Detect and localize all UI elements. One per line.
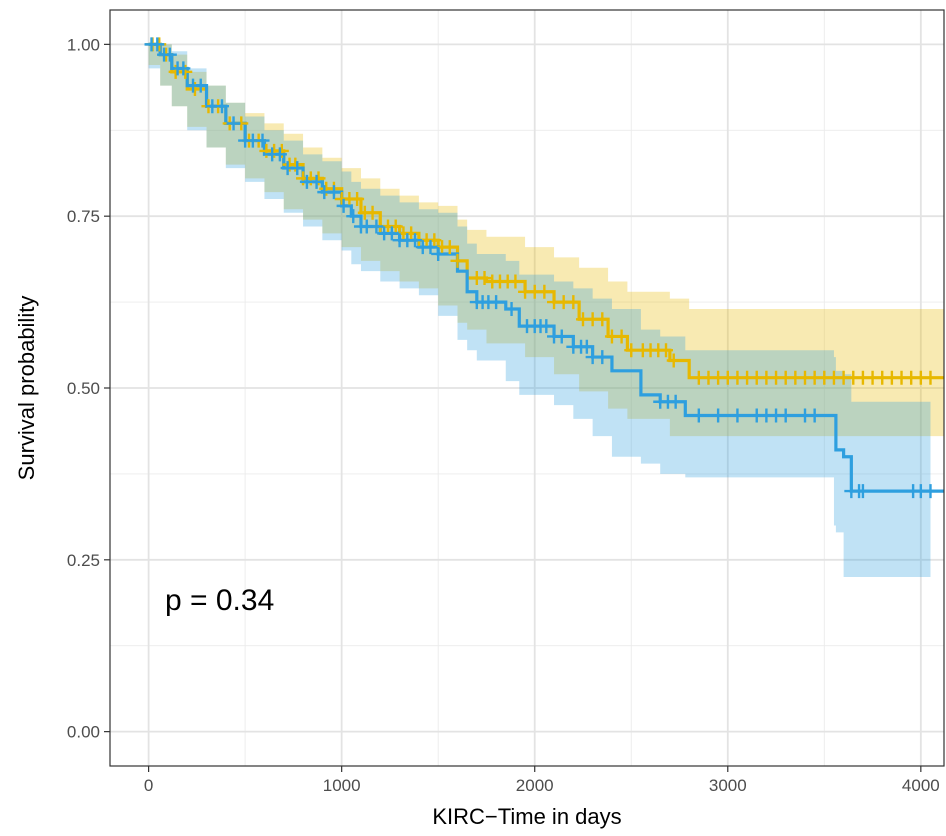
censor-mark <box>923 484 938 499</box>
p-value-annotation: p = 0.34 <box>165 584 274 617</box>
censor-marks-series-2 <box>144 37 938 499</box>
censor-mark <box>178 64 193 79</box>
censor-mark <box>554 329 569 344</box>
censor-mark <box>477 271 492 286</box>
x-tick-label-0: 0 <box>144 776 153 795</box>
censor-mark <box>855 484 870 499</box>
censor-mark <box>350 192 365 206</box>
censor-mark <box>730 408 745 423</box>
y-tick-label-3: 0.75 <box>67 207 100 226</box>
censor-marks-series-1 <box>145 37 938 385</box>
y-tick-label-0: 0.00 <box>67 723 100 742</box>
censor-mark <box>336 198 351 213</box>
censor-mark <box>193 78 208 93</box>
censor-mark <box>807 408 822 423</box>
censor-mark <box>778 408 793 423</box>
censor-mark <box>288 157 303 172</box>
censor-mark <box>150 37 165 52</box>
censor-mark <box>311 171 326 186</box>
censor-mark <box>595 350 610 365</box>
censor-mark <box>162 47 177 62</box>
y-tick-label-2: 0.50 <box>67 379 100 398</box>
censor-mark <box>365 205 380 220</box>
censor-mark <box>346 209 361 224</box>
censor-mark <box>489 295 504 310</box>
censor-mark <box>431 246 446 261</box>
censor-mark <box>290 161 305 176</box>
censor-mark <box>408 233 423 248</box>
confidence-band-1 <box>148 44 945 437</box>
x-tick-label-4: 4000 <box>902 776 940 795</box>
censor-marks <box>144 37 938 499</box>
confidence-bands <box>148 44 945 577</box>
censor-mark <box>668 394 683 409</box>
grid-lines <box>110 10 944 766</box>
censor-mark <box>508 274 523 289</box>
censor-mark <box>369 219 384 234</box>
censor-mark <box>614 329 629 344</box>
censor-mark <box>711 408 726 423</box>
x-axis-title: KIRC−Time in days <box>432 804 621 829</box>
censor-mark <box>442 240 457 255</box>
censor-mark <box>537 284 552 299</box>
censor-mark <box>691 408 706 423</box>
x-tick-label-3: 3000 <box>709 776 747 795</box>
censor-mark <box>176 61 191 76</box>
censor-mark <box>579 339 594 354</box>
censor-mark <box>504 301 519 316</box>
y-tick-label-4: 1.00 <box>67 35 100 54</box>
censor-mark <box>272 147 287 162</box>
censor-mark <box>423 240 438 255</box>
censor-mark <box>666 353 681 368</box>
censor-mark <box>309 174 324 189</box>
censor-mark <box>595 312 610 327</box>
x-tick-label-1: 1000 <box>323 776 361 795</box>
censor-mark <box>274 143 289 158</box>
censor-mark <box>566 295 581 310</box>
censor-mark <box>923 370 938 385</box>
confidence-band-2 <box>148 44 931 577</box>
y-tick-label-1: 0.25 <box>67 551 100 570</box>
axes: 0 1000 2000 3000 4000 0.00 0.25 0.50 0.75 1.00 <box>67 35 940 795</box>
censor-mark <box>326 185 341 200</box>
x-tick-label-2: 2000 <box>516 776 554 795</box>
censor-mark <box>214 99 229 114</box>
censor-mark <box>226 116 241 131</box>
censor-mark <box>659 343 673 358</box>
y-axis-title: Survival probability <box>14 296 39 481</box>
censor-mark <box>539 319 554 334</box>
censor-mark <box>450 253 465 268</box>
censor-mark <box>384 226 399 241</box>
censor-mark <box>255 133 270 148</box>
